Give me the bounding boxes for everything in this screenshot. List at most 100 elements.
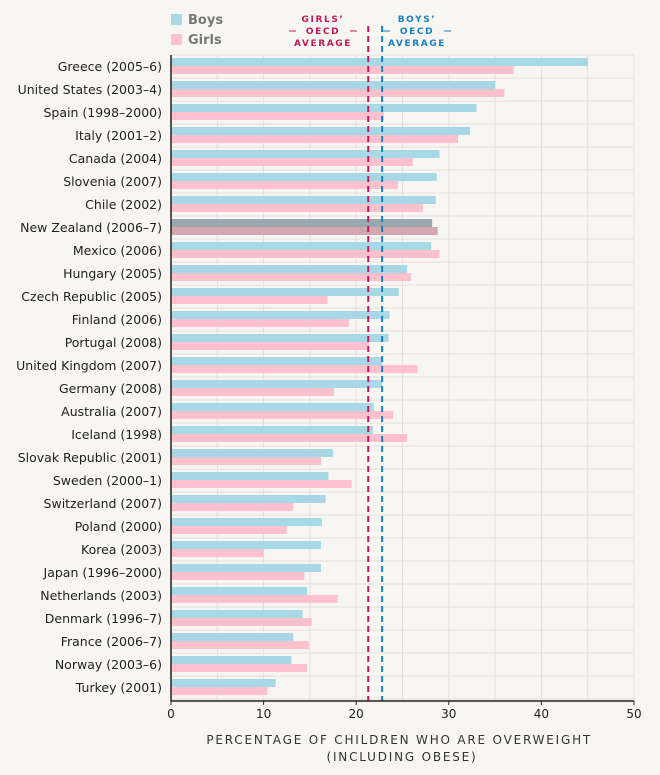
bar-boys	[171, 127, 471, 135]
oecd-average-label: GIRLS’	[302, 15, 345, 25]
legend-label-girls: Girls	[188, 33, 222, 48]
bar-girls	[171, 273, 411, 281]
legend-swatch-boys	[171, 14, 182, 25]
bar-girls	[171, 365, 418, 373]
category-label: Chile (2002)	[85, 197, 162, 212]
x-axis-title-line-2: (INCLUDING OBESE)	[326, 750, 477, 764]
bar-girls	[171, 572, 305, 580]
bar-boys	[171, 334, 389, 342]
bar-boys	[171, 265, 408, 273]
category-label: France (2006–7)	[61, 634, 162, 649]
bar-boys	[171, 656, 292, 664]
category-label: Canada (2004)	[69, 151, 162, 166]
bar-boys	[171, 679, 276, 687]
oecd-average-lines: GIRLS’ OECD AVERAGE BOYS’ OECD AVERAGE	[289, 15, 451, 701]
bar-girls	[171, 549, 264, 557]
category-label: Japan (1996–2000)	[43, 565, 162, 580]
bar-boys	[171, 380, 383, 388]
category-label: Norway (2003–6)	[55, 657, 162, 672]
bar-girls	[171, 66, 514, 74]
bar-boys	[171, 426, 373, 434]
bar-boys	[171, 150, 440, 158]
bar-boys	[171, 242, 432, 250]
category-label: Hungary (2005)	[63, 266, 162, 281]
category-label: Switzerland (2007)	[44, 496, 162, 511]
x-tick-label: 0	[167, 707, 175, 721]
bar-girls	[171, 457, 322, 465]
legend: Boys Girls	[171, 13, 223, 48]
bar-boys	[171, 564, 322, 572]
category-label: Sweden (2000–1)	[53, 473, 162, 488]
category-label: Slovak Republic (2001)	[18, 450, 162, 465]
x-tick-label: 10	[256, 707, 271, 721]
category-label: Slovenia (2007)	[63, 174, 162, 189]
bar-girls	[171, 618, 312, 626]
oecd-average-label: AVERAGE	[388, 39, 446, 49]
category-label: Turkey (2001)	[75, 680, 162, 695]
bar-boys	[171, 495, 326, 503]
bar-girls	[171, 204, 423, 212]
bar-girls	[171, 411, 394, 419]
bar-boys	[171, 288, 399, 296]
bar-girls	[171, 664, 308, 672]
bar-girls	[171, 687, 268, 695]
category-label: Spain (1998–2000)	[43, 105, 162, 120]
bar-boys	[171, 449, 334, 457]
legend-label-boys: Boys	[188, 13, 223, 28]
bar-boys	[171, 518, 322, 526]
category-label: New Zealand (2006–7)	[20, 220, 162, 235]
axes: 0 10 20 30 40 50	[167, 55, 642, 721]
category-label: Greece (2005–6)	[58, 59, 162, 74]
x-tick-label: 30	[441, 707, 456, 721]
bar-boys	[171, 541, 322, 549]
bar-girls	[171, 250, 440, 258]
x-axis-title: PERCENTAGE OF CHILDREN WHO ARE OVERWEIGH…	[206, 733, 597, 764]
bar-girls	[171, 296, 328, 304]
bar-boys	[171, 58, 588, 66]
bar-boys	[171, 311, 390, 319]
category-labels: Greece (2005–6) United States (2003–4) Spa…	[16, 59, 162, 695]
category-label: Poland (2000)	[75, 519, 162, 534]
category-label: United Kingdom (2007)	[16, 358, 162, 373]
x-tick-label: 20	[349, 707, 364, 721]
bar-boys	[171, 196, 436, 204]
category-label: Czech Republic (2005)	[21, 289, 162, 304]
bar-boys	[171, 81, 496, 89]
category-label: Mexico (2006)	[73, 243, 162, 258]
gridlines	[171, 54, 635, 701]
category-label: Finland (2006)	[72, 312, 162, 327]
bar-girls	[171, 181, 398, 189]
bar-girls	[171, 112, 384, 120]
bar-girls	[171, 227, 438, 235]
bar-girls	[171, 89, 505, 97]
oecd-average-label: BOYS’	[398, 15, 437, 25]
x-axis-title-line-1: PERCENTAGE OF CHILDREN WHO ARE OVERWEIGH…	[206, 733, 592, 747]
oecd-average-label: OECD	[400, 27, 434, 37]
category-label: Portugal (2008)	[65, 335, 162, 350]
category-label: Australia (2007)	[61, 404, 162, 419]
bar-boys	[171, 633, 294, 641]
bar-girls	[171, 319, 349, 327]
category-label: Korea (2003)	[81, 542, 162, 557]
x-tick-label: 50	[626, 707, 641, 721]
category-label: Germany (2008)	[59, 381, 162, 396]
bar-girls	[171, 526, 287, 534]
bar-girls	[171, 503, 294, 511]
bar-boys	[171, 403, 374, 411]
bar-girls	[171, 342, 370, 350]
bar-boys	[171, 104, 477, 112]
oecd-average-label: OECD	[306, 27, 340, 37]
category-label: Denmark (1996–7)	[45, 611, 162, 626]
category-label: Netherlands (2003)	[40, 588, 162, 603]
bar-boys	[171, 219, 433, 227]
bar-boys	[171, 610, 303, 618]
bar-girls	[171, 158, 413, 166]
bar-girls	[171, 388, 334, 396]
bar-girls	[171, 135, 459, 143]
legend-swatch-girls	[171, 34, 182, 45]
bar-girls	[171, 480, 352, 488]
bar-boys	[171, 173, 437, 181]
category-label: Iceland (1998)	[71, 427, 162, 442]
category-label: Italy (2001–2)	[75, 128, 162, 143]
